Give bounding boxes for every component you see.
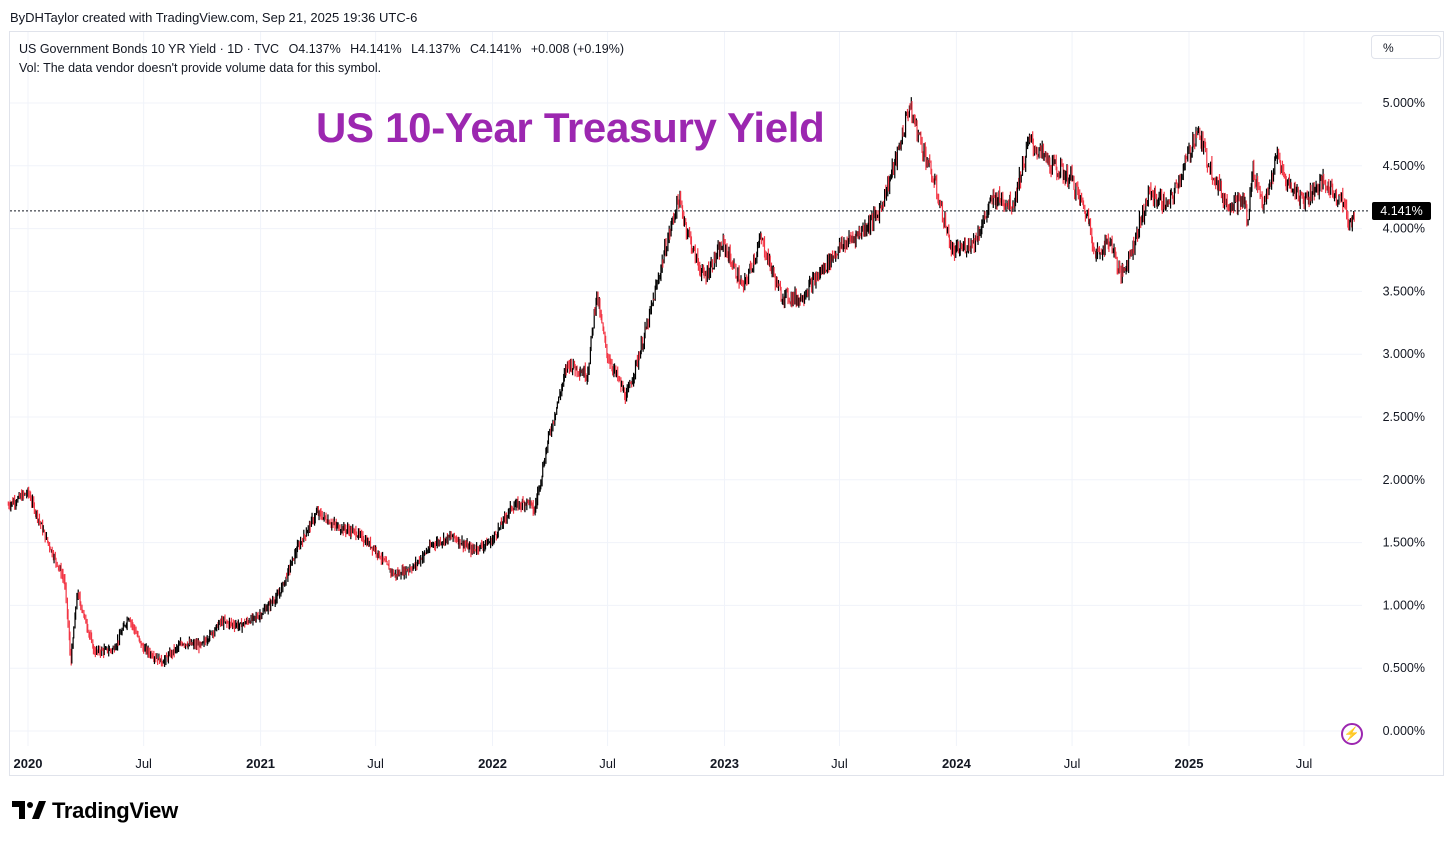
chart-credit: ByDHTaylor created with TradingView.com,… xyxy=(10,10,418,25)
legend-volume-note: Vol: The data vendor doesn't provide vol… xyxy=(19,61,382,75)
y-tick-label: 1.000% xyxy=(1383,598,1425,612)
y-tick-label: 1.500% xyxy=(1383,536,1425,550)
y-tick-label: 0.000% xyxy=(1383,724,1425,738)
legend-open: O4.137% xyxy=(288,42,341,56)
x-tick-label: 2025 xyxy=(1175,756,1204,771)
legend-high: H4.141% xyxy=(350,42,402,56)
tradingview-logo-icon xyxy=(12,801,46,821)
y-tick-label: 2.000% xyxy=(1383,473,1425,487)
last-price-label: 4.141% xyxy=(1372,202,1431,220)
grid-lines xyxy=(10,32,1362,746)
y-axis: 0.000% 0.500% 1.000% 1.500% 2.000% 2.500% 3.00… xyxy=(1383,96,1425,738)
price-bars xyxy=(7,97,1355,667)
legend-close: C4.141% xyxy=(469,42,522,56)
y-tick-label: 2.500% xyxy=(1383,410,1425,424)
legend-low: L4.137% xyxy=(411,42,461,56)
chart-frame xyxy=(9,31,1444,776)
x-tick-label: Jul xyxy=(831,756,848,771)
legend-change: +0.008 (+0.19%) xyxy=(530,42,624,56)
y-tick-label: 3.000% xyxy=(1383,347,1425,361)
lightning-icon[interactable]: ⚡ xyxy=(1341,723,1363,745)
tradingview-logo[interactable]: TradingView xyxy=(12,798,178,824)
x-tick-label: Jul xyxy=(1064,756,1081,771)
brand-name: TradingView xyxy=(52,798,178,823)
x-tick-label: 2022 xyxy=(478,756,507,771)
y-tick-label: 3.500% xyxy=(1383,284,1425,298)
chart-headline: US 10-Year Treasury Yield xyxy=(316,104,825,151)
y-tick-label: 4.000% xyxy=(1383,222,1425,236)
x-tick-label: Jul xyxy=(1296,756,1313,771)
x-tick-label: Jul xyxy=(599,756,616,771)
y-tick-label: 0.500% xyxy=(1383,661,1425,675)
x-tick-label: Jul xyxy=(135,756,152,771)
y-tick-label: 5.000% xyxy=(1383,96,1425,110)
price-scale-unit-button[interactable]: % xyxy=(1371,35,1441,59)
x-tick-label: 2023 xyxy=(710,756,739,771)
legend-symbol[interactable]: US Government Bonds 10 YR Yield · 1D · T… xyxy=(19,42,280,56)
y-tick-label: 4.500% xyxy=(1383,159,1425,173)
x-tick-label: 2020 xyxy=(14,756,43,771)
x-tick-label: 2024 xyxy=(942,756,972,771)
legend: US Government Bonds 10 YR Yield · 1D · T… xyxy=(19,40,630,78)
x-tick-label: 2021 xyxy=(246,756,275,771)
x-axis: 2020 Jul 2021 Jul 2022 Jul 2023 Jul 2024 Jul 2025 J… xyxy=(14,756,1313,771)
x-tick-label: Jul xyxy=(367,756,384,771)
